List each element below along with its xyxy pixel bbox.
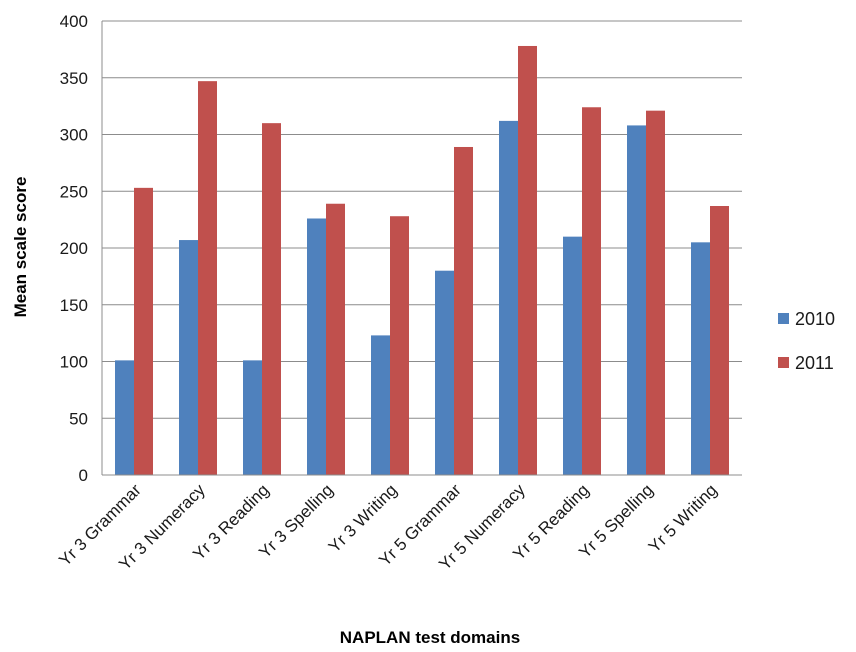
legend-swatch-2011 [778, 357, 789, 368]
legend-label: 2010 [795, 309, 835, 329]
bar-2011-4 [326, 203, 345, 476]
y-tick-label: 100 [60, 353, 88, 372]
y-tick-label: 300 [60, 126, 88, 145]
bar-2011-6 [454, 146, 473, 476]
y-tick-label: 200 [60, 239, 88, 258]
bar-2010-9 [627, 125, 646, 476]
bar-2011-7 [518, 45, 537, 475]
bar-2011-2 [198, 81, 217, 475]
y-tick-label: 0 [79, 466, 88, 485]
x-axis-title: NAPLAN test domains [340, 628, 520, 647]
bar-2011-9 [646, 110, 665, 475]
bar-2011-3 [262, 123, 281, 476]
y-tick-label: 150 [60, 296, 88, 315]
y-tick-label: 350 [60, 69, 88, 88]
legend-swatch-2010 [778, 313, 789, 324]
y-tick-labels: 0 50 100 150 200 250 300 350 400 [60, 12, 88, 485]
legend-label: 2011 [795, 353, 834, 373]
y-tick-label: 50 [69, 409, 88, 428]
y-tick-label: 400 [60, 12, 88, 31]
bar-2010-8 [563, 236, 582, 475]
bar-2010-6 [435, 270, 454, 475]
bar-2010-5 [371, 335, 390, 475]
bar-2010-4 [307, 218, 326, 476]
bar-2011-10 [710, 206, 729, 475]
bar-2011-1 [134, 187, 153, 475]
bar-2011-5 [390, 216, 409, 475]
y-tick-label: 250 [60, 182, 88, 201]
bar-2010-2 [179, 240, 198, 475]
bar-2010-7 [499, 120, 518, 475]
bar-2010-10 [691, 242, 710, 475]
bars [102, 45, 742, 476]
x-category-label: Yr 5 Writing [645, 480, 721, 556]
bar-2011-8 [582, 107, 601, 475]
bar-2010-1 [115, 360, 134, 475]
legend: 2010 2011 [778, 309, 835, 373]
y-axis-title: Mean scale score [11, 177, 30, 318]
bar-2010-3 [243, 360, 262, 475]
